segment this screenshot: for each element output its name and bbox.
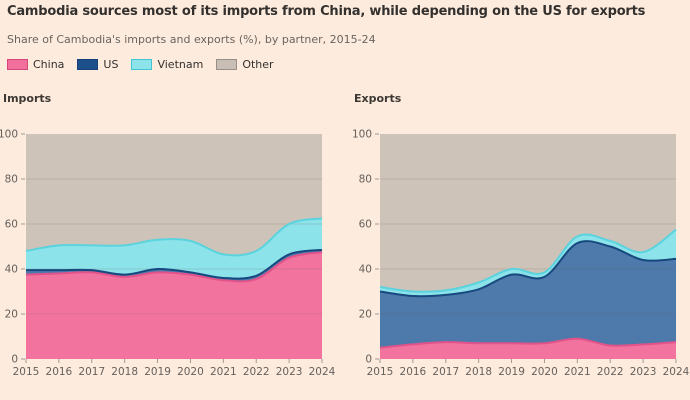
vietnam-swatch-icon <box>131 58 153 70</box>
exports-panel-title: Exports <box>354 91 402 105</box>
legend-label-vietnam: Vietnam <box>157 57 204 71</box>
x-tick-label: 2022 <box>597 366 624 378</box>
exports-area-chart: 0 20 40 60 80 100 2015 2016 2017 2018 2019 2020 2021… <box>352 128 690 378</box>
legend-item-china: China <box>7 58 64 71</box>
x-tick-label: 2017 <box>432 366 459 378</box>
imports-panel: Imports 0 20 40 60 80 100 2015 2016 2017 2018 2019… <box>0 92 345 396</box>
legend-item-other: Other <box>216 57 274 71</box>
x-tick-label: 2015 <box>367 366 394 378</box>
x-tick-label: 2016 <box>400 366 427 378</box>
area-china <box>26 252 322 359</box>
legend-label-other: Other <box>242 57 274 71</box>
y-tick-label: 20 <box>359 308 372 320</box>
legend-item-us: US <box>77 58 118 71</box>
x-tick-label: 2018 <box>465 366 492 378</box>
y-tick-label: 40 <box>359 263 372 275</box>
area-china <box>380 338 676 359</box>
imports-area-chart: 0 20 40 60 80 100 2015 2016 2017 2018 2019 2020 2021… <box>0 128 336 378</box>
x-tick-label: 2024 <box>663 366 690 378</box>
exports-panel: Exports 0 20 40 60 80 100 2015 2016 2017 2018 2019… <box>345 92 690 396</box>
us-swatch-icon <box>77 58 99 70</box>
line-vietnam <box>25 217 323 257</box>
x-tick-label: 2020 <box>531 366 558 378</box>
line-china <box>379 337 677 349</box>
x-tick-label: 2023 <box>630 366 657 378</box>
area-us <box>380 241 676 359</box>
china-swatch-icon <box>7 58 28 70</box>
x-tick-label: 2017 <box>78 366 105 378</box>
legend: China US Vietnam Other <box>7 58 682 71</box>
y-tick-label: 0 <box>365 353 372 365</box>
x-tick-label: 2015 <box>13 366 40 378</box>
legend-item-vietnam: Vietnam <box>131 58 203 71</box>
other-swatch-icon <box>216 58 238 70</box>
chart-title: Cambodia sources most of its imports fro… <box>7 4 646 19</box>
line-china <box>25 251 323 283</box>
y-tick-label: 60 <box>359 218 372 230</box>
x-tick-label: 2024 <box>309 366 336 378</box>
x-tick-label: 2019 <box>498 366 525 378</box>
x-tick-label: 2019 <box>144 366 171 378</box>
y-tick-label: 100 <box>352 128 372 140</box>
legend-label-china: China <box>33 57 65 71</box>
y-tick-label: 20 <box>5 308 18 320</box>
y-tick-label: 80 <box>5 173 18 185</box>
y-tick-label: 60 <box>5 218 18 230</box>
chart-header: Cambodia sources most of its imports fro… <box>0 0 690 71</box>
line-us <box>25 248 323 280</box>
x-tick-label: 2020 <box>177 366 204 378</box>
y-tick-label: 40 <box>5 263 18 275</box>
legend-label-us: US <box>103 57 119 71</box>
y-tick-label: 100 <box>0 128 18 140</box>
x-tick-label: 2022 <box>243 366 270 378</box>
line-us <box>379 240 677 298</box>
x-tick-label: 2016 <box>46 366 73 378</box>
x-tick-label: 2023 <box>276 366 303 378</box>
line-vietnam <box>379 228 677 293</box>
chart-subtitle: Share of Cambodia's imports and exports … <box>7 32 376 46</box>
y-tick-label: 0 <box>11 353 18 365</box>
x-tick-label: 2021 <box>210 366 237 378</box>
x-tick-label: 2021 <box>564 366 591 378</box>
x-tick-label: 2018 <box>111 366 138 378</box>
y-tick-label: 80 <box>359 173 372 185</box>
charts-row: Imports 0 20 40 60 80 100 2015 2016 2017 2018 2019… <box>0 92 690 396</box>
imports-panel-title: Imports <box>3 91 52 105</box>
